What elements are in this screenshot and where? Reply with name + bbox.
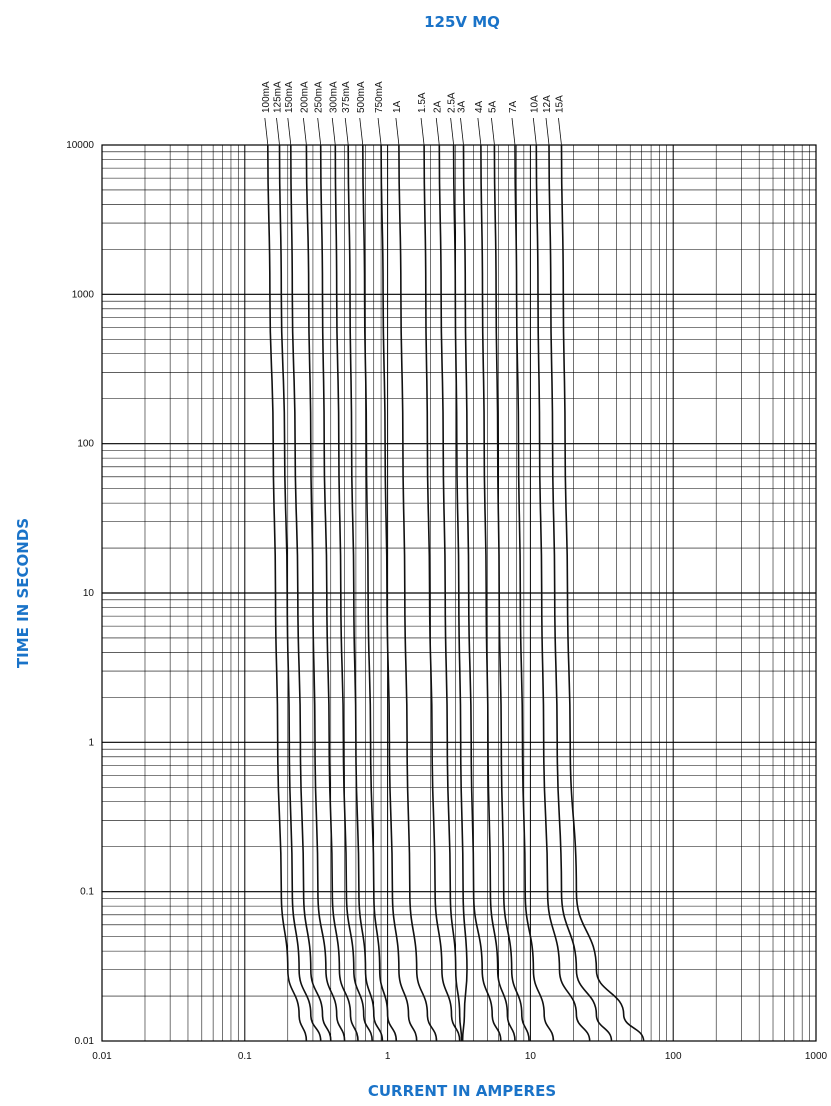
curve-label-leader — [558, 117, 562, 146]
curve-750mA — [380, 144, 418, 1042]
x-axis-ticks: 0.01 0.1 1 10 100 1000 — [92, 1051, 827, 1062]
chart-title: 125V MQ — [424, 13, 500, 31]
y-tick-label: 100 — [77, 439, 94, 450]
curve-label: 12A — [542, 95, 553, 113]
curve-label-leader — [276, 117, 280, 146]
x-axis-title: CURRENT IN AMPERES — [368, 1082, 556, 1100]
curve-label-leader — [303, 117, 307, 146]
y-tick-label: 10000 — [66, 140, 94, 151]
curve-label-leader — [331, 117, 336, 146]
curve-7A — [514, 144, 555, 1042]
curve-10A — [535, 144, 591, 1042]
curve-4A — [480, 144, 516, 1042]
curve-label-leader — [545, 117, 550, 146]
curve-3A — [462, 144, 502, 1042]
y-tick-label: 1000 — [72, 289, 95, 300]
curve-label-leader — [450, 117, 455, 146]
curve-label: 4A — [474, 100, 485, 113]
curve-label: 125mA — [273, 81, 284, 113]
curve-label: 1A — [392, 100, 403, 113]
curve-300mA — [334, 144, 373, 1042]
curve-label: 10A — [529, 95, 540, 113]
curve-1.5A — [423, 144, 461, 1042]
curve-labels: 100mA 125mA 150mA 200mA 250mA 300mA 375mA 500mA… — [261, 81, 565, 146]
x-tick-label: 0.01 — [92, 1051, 112, 1062]
curve-100mA — [267, 144, 308, 1042]
curve-label-leader — [511, 117, 516, 146]
curve-label: 750mA — [374, 81, 385, 113]
curve-label: 3A — [456, 100, 467, 113]
curve-label: 300mA — [328, 81, 339, 113]
curve-label-leader — [395, 117, 400, 146]
y-tick-label: 10 — [83, 588, 95, 599]
curve-500mA — [362, 144, 398, 1042]
curve-label: 200mA — [299, 81, 310, 113]
curve-15A — [560, 144, 645, 1042]
curve-200mA — [305, 144, 346, 1042]
curve-label: 15A — [554, 95, 565, 113]
curve-label-leader — [264, 117, 269, 146]
curve-label: 1.5A — [417, 92, 428, 113]
y-axis-title: TIME IN SECONDS — [14, 518, 32, 668]
curve-label-leader — [287, 117, 292, 146]
curve-12A — [548, 144, 613, 1042]
y-tick-label: 1 — [88, 737, 94, 748]
curve-label-leader — [359, 117, 364, 146]
y-tick-label: 0.1 — [80, 887, 94, 898]
curve-5A — [493, 144, 530, 1042]
curve-label: 2A — [432, 100, 443, 113]
y-axis-ticks: 10000 1000 100 10 1 0.1 0.01 — [66, 140, 94, 1047]
curve-label: 250mA — [314, 81, 325, 113]
fuse-curves — [267, 144, 645, 1042]
x-tick-label: 1000 — [805, 1051, 828, 1062]
curve-125mA — [278, 144, 322, 1042]
curve-label: 150mA — [284, 81, 295, 113]
curve-2A — [438, 144, 463, 1042]
curve-2.5A — [452, 144, 468, 1042]
curve-label: 5A — [487, 100, 498, 113]
curve-label-leader — [317, 117, 322, 146]
curve-label: 375mA — [341, 81, 352, 113]
curve-375mA — [347, 144, 384, 1042]
x-tick-label: 100 — [665, 1051, 682, 1062]
x-tick-label: 0.1 — [238, 1051, 252, 1062]
curve-250mA — [319, 144, 359, 1042]
curve-label-leader — [344, 117, 349, 146]
curve-label-leader — [420, 117, 425, 146]
x-tick-label: 1 — [385, 1051, 391, 1062]
curve-1A — [398, 144, 438, 1042]
curve-label-leader — [532, 117, 537, 146]
curve-label: 7A — [508, 100, 519, 113]
curve-label-leader — [377, 117, 382, 146]
curve-label-leader — [491, 117, 495, 146]
curve-label-leader — [477, 117, 482, 146]
y-tick-label: 0.01 — [75, 1036, 95, 1047]
curve-label: 2.5A — [447, 92, 458, 113]
curve-label-leader — [435, 117, 440, 146]
chart-grid — [102, 145, 816, 1041]
x-tick-label: 10 — [525, 1051, 537, 1062]
curve-label: 100mA — [261, 81, 272, 113]
curve-150mA — [290, 144, 332, 1042]
curve-label: 500mA — [356, 81, 367, 113]
curve-label-leader — [460, 117, 464, 146]
